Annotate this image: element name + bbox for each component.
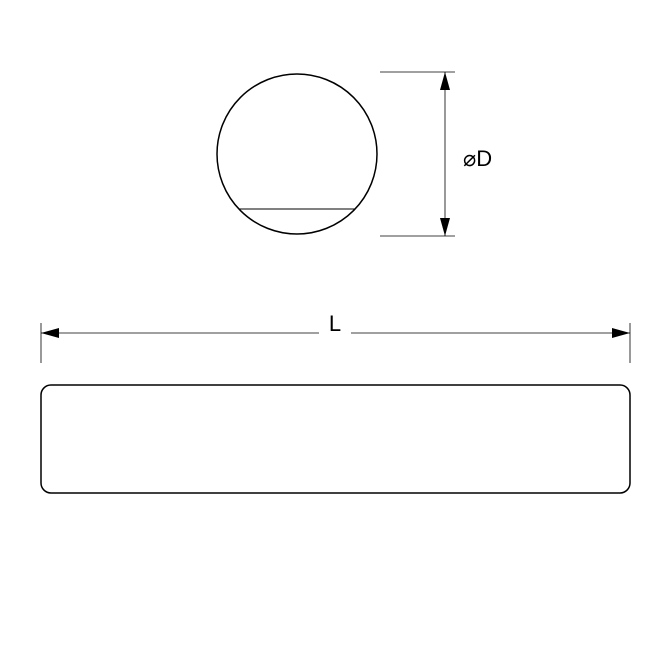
rod-side-view — [41, 385, 630, 493]
rod-end-view-circle — [217, 74, 377, 234]
dimension-arrow — [440, 72, 450, 90]
technical-drawing: ⌀D L — [0, 0, 670, 670]
dimension-arrow — [440, 218, 450, 236]
diameter-label: ⌀D — [463, 146, 492, 171]
dimension-arrow — [612, 328, 630, 338]
length-label: L — [329, 311, 341, 336]
dimension-arrow — [41, 328, 59, 338]
